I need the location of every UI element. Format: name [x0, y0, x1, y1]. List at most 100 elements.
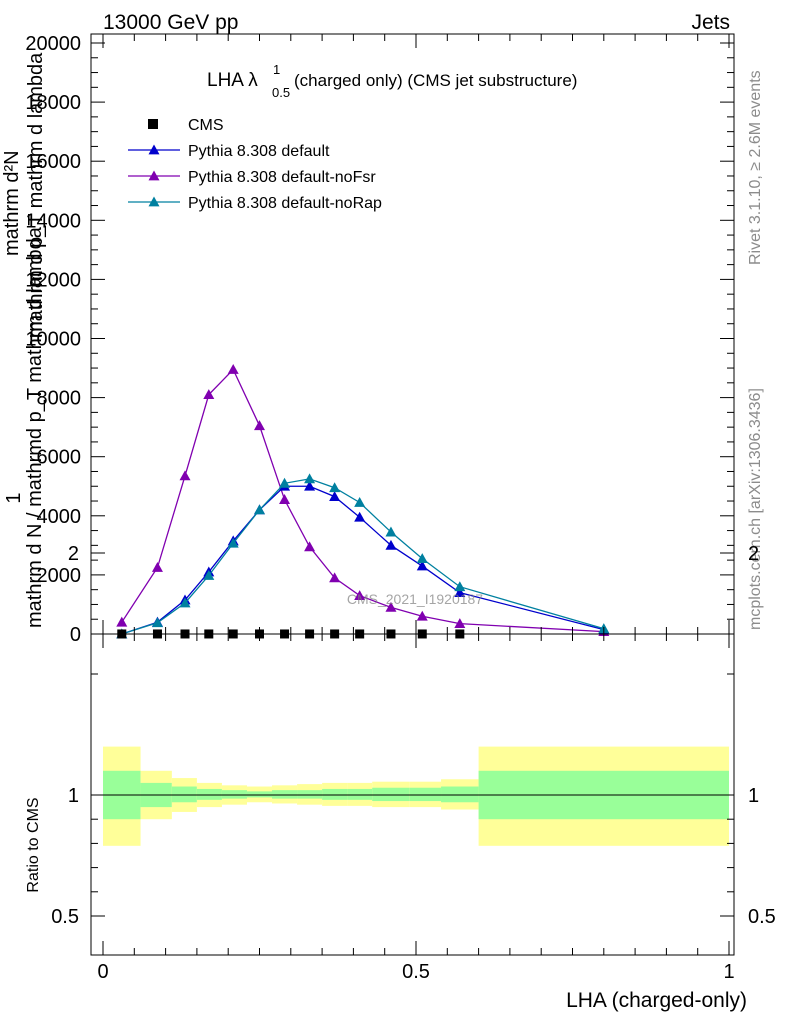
series-pythia-8-308-default-norap — [116, 473, 610, 639]
rivet-version-text: Rivet 3.1.10, ≥ 2.6M events — [747, 70, 764, 265]
series-pythia-8-308-default-nofsr — [116, 364, 610, 637]
pythia-8-308-default-nofsr-marker-11 — [416, 610, 428, 621]
mcplots-reference-text: mcplots.cern.ch [arXiv:1306.3436] — [747, 388, 764, 630]
pythia-8-308-default-marker-11 — [416, 560, 428, 571]
legend-marker — [148, 144, 160, 155]
title-rest: (charged only) (CMS jet substructure) — [294, 71, 577, 90]
pythia-8-308-default-nofsr-marker-10 — [385, 601, 397, 612]
pythia-8-308-default-marker-8 — [329, 491, 341, 501]
y-label-den: mathrm d N / mathrmd p_T mathrm d lambda — [24, 226, 46, 628]
legend-label: Pythia 8.308 default-noRap — [188, 195, 382, 212]
pythia-8-308-default-nofsr-marker-9 — [354, 590, 366, 600]
svg-text:LHA λ: LHA λ — [207, 70, 258, 91]
pythia-8-308-default-norap-marker-4 — [227, 537, 239, 548]
ratio-ytick-label-right-2: 2 — [748, 543, 759, 565]
legend-marker — [148, 170, 160, 181]
pythia-8-308-default-norap-marker-12 — [454, 581, 466, 592]
ratio-inner-band-2 — [171, 786, 197, 803]
main-ytick-label-5: 10000 — [25, 329, 81, 351]
pythia-8-308-default-norap-marker-3 — [203, 569, 215, 580]
pythia-8-308-default-nofsr-marker-4 — [227, 364, 239, 374]
header-left: 13000 GeV pp — [103, 11, 238, 34]
pythia-8-308-default-norap-marker-10 — [385, 526, 397, 537]
ratio-axes: 0.5 0.5 1 1 2 2 0 0.5 1 — [51, 543, 776, 983]
main-ytick-label-4: 8000 — [37, 388, 82, 410]
pythia-8-308-default-marker-12 — [454, 587, 466, 598]
x-tick-label-2: 1 — [723, 961, 734, 983]
ratio-inner-band-12 — [441, 786, 479, 803]
main-ytick-label-2: 4000 — [37, 506, 82, 528]
title-superscript: 1 — [273, 62, 280, 77]
pythia-8-308-default-nofsr-marker-0 — [116, 616, 128, 627]
ratio-inner-band-5 — [246, 791, 273, 798]
legend-entry-cms: CMS — [148, 117, 224, 134]
pythia-8-308-default-norap-marker-1 — [151, 617, 163, 628]
plot-title: LHA λ 1 0.5 (charged only) (CMS jet subs… — [207, 62, 577, 100]
pythia-8-308-default-norap-marker-8 — [329, 482, 341, 493]
pythia-8-308-default-nofsr-marker-7 — [304, 541, 316, 552]
main-y-axis-label: 1 mathrm d N / mathrmd p_T mathrm d lamb… — [1, 52, 47, 628]
ratio-inner-band-8 — [322, 788, 348, 800]
legend-cms-marker — [148, 119, 158, 129]
ratio-ytick-label-right-1: 1 — [748, 785, 759, 807]
main-ytick-label-1: 2000 — [37, 565, 82, 587]
main-ytick-label-6: 12000 — [25, 269, 81, 291]
main-ytick-label-0: 0 — [70, 624, 81, 646]
ratio-y-label: Ratio to CMS — [25, 797, 42, 892]
pythia-8-308-default-nofsr-marker-6 — [279, 494, 291, 504]
pythia-8-308-default-nofsr-marker-5 — [254, 420, 265, 431]
ratio-ytick-label-left-2: 2 — [68, 543, 79, 565]
main-axes: 0 2000 4000 6000 8000 10000 12000 14000 16000 180… — [25, 33, 735, 646]
ratio-inner-band-9 — [347, 788, 373, 800]
pythia-8-308-default-norap-marker-11 — [416, 553, 428, 564]
main-ytick-label-9: 18000 — [25, 92, 81, 114]
legend-entry-pythia-8-308-default: Pythia 8.308 default — [128, 143, 330, 160]
ratio-inner-band-4 — [221, 790, 247, 799]
pythia-8-308-default-marker-10 — [385, 539, 397, 550]
pythia-8-308-default-norap-marker-9 — [354, 497, 366, 507]
y-label-den2: mathrm d p_T mathrm d lambda — [25, 52, 47, 338]
legend-label: CMS — [188, 117, 224, 134]
legend-label: Pythia 8.308 default-noFsr — [188, 169, 376, 186]
ratio-inner-band-6 — [272, 790, 298, 799]
title-main: LHA λ — [207, 70, 258, 91]
pythia-8-308-default-nofsr-marker-1 — [151, 562, 163, 572]
ratio-uncertainty-bands — [103, 746, 729, 846]
x-tick-label-1: 0.5 — [402, 961, 430, 983]
pythia-8-308-default-nofsr-marker-3 — [203, 389, 215, 400]
legend-label: Pythia 8.308 default — [188, 143, 330, 160]
ratio-inner-band-10 — [372, 787, 410, 802]
main-ytick-label-7: 14000 — [25, 210, 81, 232]
ratio-inner-band-3 — [196, 788, 222, 800]
pythia-8-308-default-nofsr-line — [121, 368, 604, 633]
pythia-8-308-default-marker-9 — [354, 511, 366, 522]
main-ytick-label-10: 20000 — [25, 33, 81, 55]
pythia-8-308-default-nofsr-marker-2 — [179, 470, 191, 481]
y-label-num2: mathrm d²N — [1, 150, 23, 256]
pythia-8-308-default-nofsr-marker-12 — [454, 618, 466, 629]
legend-entry-pythia-8-308-default-nofsr: Pythia 8.308 default-noFsr — [128, 169, 376, 186]
pythia-8-308-default-norap-marker-7 — [304, 473, 316, 484]
ratio-inner-band-7 — [297, 790, 323, 799]
legend: CMS Pythia 8.308 default Pythia 8.308 defa… — [128, 117, 382, 212]
legend-entry-pythia-8-308-default-norap: Pythia 8.308 default-noRap — [128, 195, 382, 212]
pythia-8-308-default-line — [121, 485, 604, 635]
ratio-ytick-label-left-1: 1 — [68, 785, 79, 807]
ratio-ytick-label-right-0: 0.5 — [748, 906, 776, 928]
pythia-8-308-default-norap-line — [121, 478, 604, 635]
ratio-inner-band-11 — [409, 787, 442, 802]
pythia-8-308-default-norap-marker-5 — [254, 504, 265, 515]
pythia-8-308-default-marker-7 — [304, 480, 316, 491]
title-subscript: 0.5 — [272, 85, 290, 100]
pythia-8-308-default-norap-marker-2 — [179, 597, 191, 608]
x-tick-label-0: 0 — [97, 961, 108, 983]
pythia-8-308-default-nofsr-marker-8 — [329, 572, 341, 583]
analysis-watermark: CMS_2021_I1920187 — [347, 591, 483, 607]
x-axis-label: LHA (charged-only) — [566, 989, 747, 1012]
y-label-one: 1 — [3, 492, 25, 503]
pythia-8-308-default-norap-marker-6 — [279, 477, 291, 488]
main-ytick-label-8: 16000 — [25, 151, 81, 173]
main-ytick-label-3: 6000 — [37, 447, 82, 469]
legend-marker — [148, 196, 160, 207]
